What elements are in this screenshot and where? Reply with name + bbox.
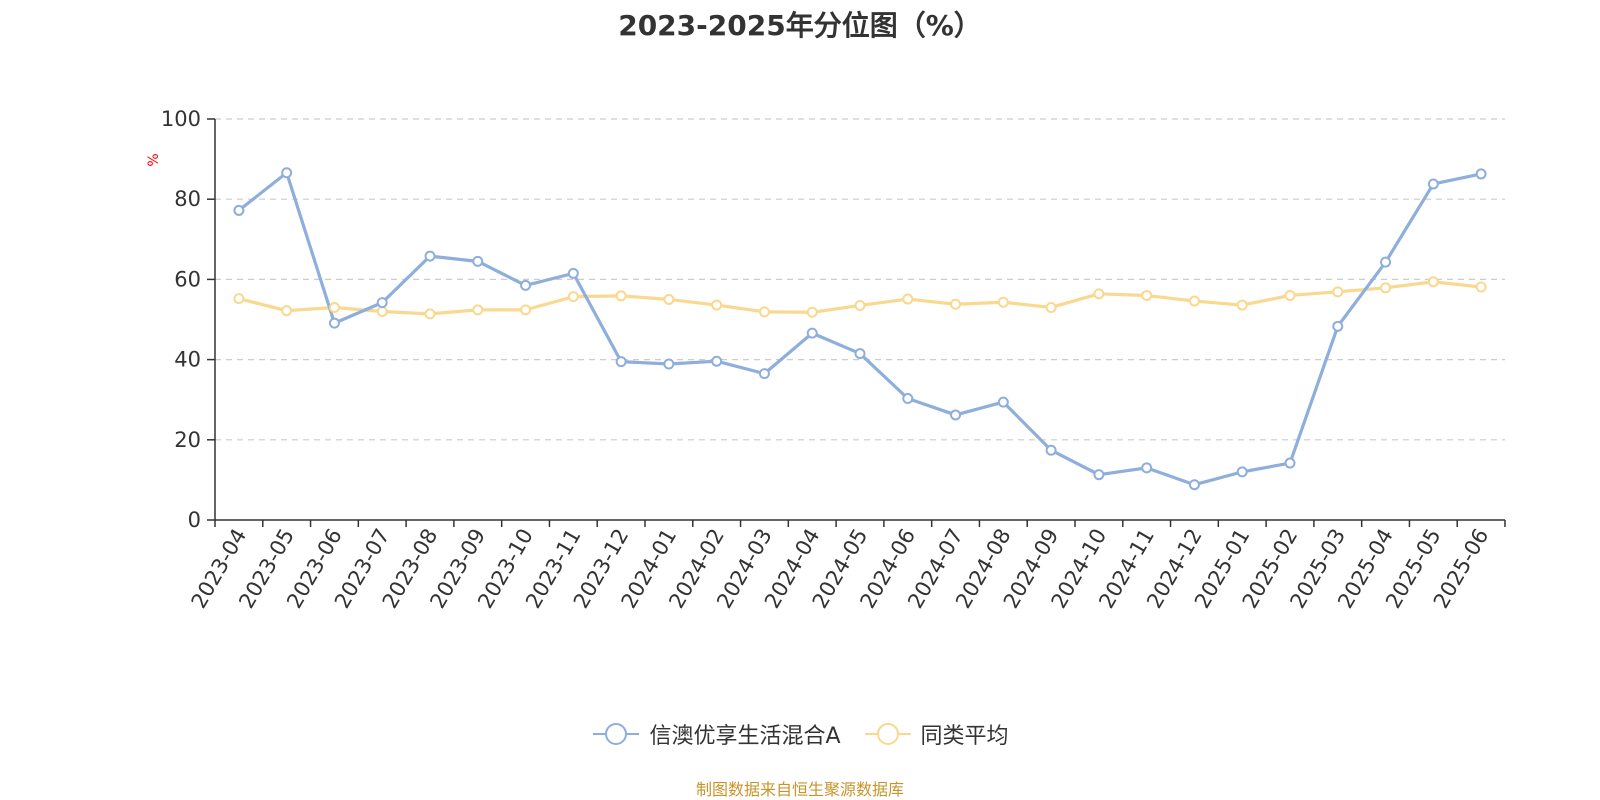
legend-label: 信澳优享生活混合A: [649, 724, 841, 749]
data-point: [472, 304, 484, 316]
data-point: [376, 297, 388, 309]
data-point: [1093, 288, 1105, 300]
series-line: [237, 171, 1482, 487]
legend-label: 同类平均: [920, 724, 1009, 749]
data-point: [424, 250, 436, 262]
data-point: [520, 304, 532, 316]
y-tick-label: 80: [174, 187, 201, 211]
series-layer: [233, 167, 1487, 491]
data-point: [1141, 289, 1153, 301]
data-point: [328, 301, 340, 313]
y-tick-label: 0: [188, 508, 201, 532]
y-tick-label: 20: [174, 428, 201, 452]
data-point: [520, 279, 532, 291]
data-point: [1093, 469, 1105, 481]
data-point: [424, 308, 436, 320]
data-point: [711, 355, 723, 367]
data-point: [758, 306, 770, 318]
data-point: [902, 293, 914, 305]
data-point: [950, 409, 962, 421]
data-point: [567, 267, 579, 279]
data-point: [1332, 286, 1344, 298]
data-point: [997, 396, 1009, 408]
legend-marker-icon: [864, 723, 911, 745]
data-point: [806, 306, 818, 318]
data-point: [567, 291, 579, 303]
data-point: [233, 204, 245, 216]
data-point: [1427, 276, 1439, 288]
data-point: [1332, 320, 1344, 332]
data-point: [1427, 178, 1439, 190]
data-point: [233, 293, 245, 305]
legend-item[interactable]: 同类平均: [863, 718, 1009, 750]
chart-title: 2023-2025年分位图（%）: [618, 9, 982, 42]
data-point: [1380, 256, 1392, 268]
data-point: [1141, 462, 1153, 474]
legend: 信澳优享生活混合A 同类平均: [0, 718, 1600, 750]
data-point: [854, 299, 866, 311]
data-point: [902, 392, 914, 404]
data-point: [1475, 168, 1487, 180]
data-point: [950, 298, 962, 310]
data-point: [1236, 466, 1248, 478]
legend-marker-icon: [593, 723, 640, 745]
data-point: [1188, 295, 1200, 307]
y-tick-label: 60: [174, 267, 201, 291]
data-point: [1236, 299, 1248, 311]
data-point: [1045, 301, 1057, 313]
data-point: [472, 255, 484, 267]
data-point: [711, 299, 723, 311]
data-point: [1284, 289, 1296, 301]
data-point: [1045, 444, 1057, 456]
data-point: [806, 327, 818, 339]
data-point: [1188, 479, 1200, 491]
data-point: [615, 356, 627, 368]
legend-item[interactable]: 信澳优享生活混合A: [591, 718, 841, 750]
data-point: [997, 296, 1009, 308]
data-point: [281, 305, 293, 317]
data-point: [1380, 282, 1392, 294]
y-axis-label: %: [146, 153, 162, 166]
data-point: [376, 305, 388, 317]
y-tick-label: 100: [161, 107, 201, 131]
data-point: [758, 368, 770, 380]
grid-lines: [215, 118, 1505, 441]
data-point: [854, 348, 866, 360]
data-point: [663, 293, 675, 305]
source-note: 制图数据来自恒生聚源数据库: [695, 780, 904, 799]
data-point: [281, 167, 293, 179]
data-point: [663, 358, 675, 370]
data-point: [1284, 457, 1296, 469]
data-point: [1475, 281, 1487, 293]
y-tick-label: 40: [174, 348, 201, 372]
data-point: [615, 290, 627, 302]
data-point: [328, 317, 340, 329]
line-chart: 0204060801002023-042023-052023-062023-07…: [146, 107, 1506, 612]
